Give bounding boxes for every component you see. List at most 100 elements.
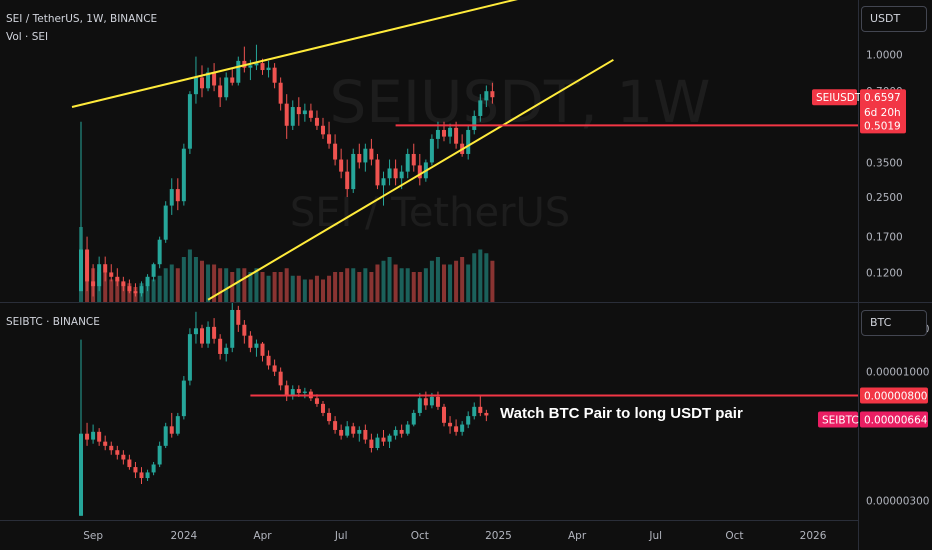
volume-bar (339, 272, 344, 302)
lower-symbol-legend[interactable]: SEIBTC · BINANCE (6, 316, 100, 328)
upper-price-tick: 0.3500 (866, 157, 903, 169)
volume-bar (230, 272, 235, 302)
watermark-name: SEI / TetherUS (290, 190, 570, 236)
candle-body (302, 110, 307, 115)
candle-body (163, 205, 168, 240)
candle-body (466, 416, 471, 425)
candle-body (254, 343, 259, 348)
volume-bar (381, 260, 386, 302)
volume-bar (387, 257, 392, 302)
drawings (71, 0, 858, 397)
candle-body (145, 472, 150, 479)
volume-bar (278, 272, 283, 302)
candle-body (327, 412, 332, 422)
volume-bar (109, 279, 114, 302)
candle-body (121, 454, 126, 460)
candle-body (435, 396, 440, 407)
volume-legend[interactable]: Vol · SEI (6, 31, 48, 43)
candle-body (109, 272, 114, 277)
symbol-legend[interactable]: SEI / TetherUS, 1W, BINANCE (6, 13, 157, 25)
candle-body (151, 464, 156, 473)
volume-bar (484, 253, 489, 302)
candle-body (272, 365, 277, 372)
candle-body (260, 63, 265, 71)
candle-body (381, 178, 386, 186)
upper-volume-bars (79, 227, 495, 302)
candle-body (121, 281, 126, 287)
candle-body (357, 153, 362, 163)
volume-bar (472, 253, 477, 302)
time-tick: Oct (725, 530, 743, 542)
candle-body (193, 77, 198, 95)
candle-body (169, 426, 174, 434)
candle-body (230, 309, 235, 348)
volume-bar (454, 260, 459, 302)
time-tick: 2025 (485, 530, 512, 542)
candle-body (97, 264, 102, 287)
lower-price-tick: 0.00001000 (866, 367, 929, 379)
candle-body (393, 168, 398, 179)
upper-currency-button[interactable]: USDT (861, 6, 927, 32)
volume-bar (187, 249, 192, 302)
volume-bar (321, 279, 325, 302)
time-axis[interactable]: Sep 2024 Apr Jul Oct 2025 Apr Jul Oct 2026 (83, 530, 827, 542)
candle-body (260, 343, 265, 356)
candle-body (490, 91, 495, 98)
candle-body (218, 338, 223, 354)
candle-body (224, 77, 229, 98)
volume-bar (121, 283, 126, 302)
lower-level-tag: 0.00000800 (864, 391, 927, 403)
lower-price-tick: 0.00000300 (866, 495, 929, 507)
candle-body (145, 276, 150, 287)
candle-body (91, 431, 96, 440)
candle-body (339, 159, 344, 172)
volume-bar (175, 268, 180, 302)
volume-bar (490, 260, 495, 302)
volume-bar (302, 279, 307, 302)
candle-body (103, 441, 108, 446)
volume-bar (151, 279, 156, 302)
volume-bar (363, 268, 368, 302)
time-tick: Oct (411, 530, 429, 542)
candle-body (200, 77, 204, 89)
candle-body (405, 153, 410, 172)
volume-bar (236, 268, 241, 302)
candle-body (85, 249, 90, 282)
volume-bar (345, 268, 350, 302)
candle-body (193, 328, 198, 335)
candle-body (175, 416, 180, 434)
candle-body (79, 249, 83, 292)
lower-channel-line (207, 58, 614, 301)
time-tick: 2026 (800, 530, 827, 542)
candle-body (212, 326, 217, 339)
candle-body (363, 429, 368, 440)
candle-body (187, 94, 192, 149)
time-tick: Sep (83, 530, 103, 542)
seibtc-symbol-tag-bg (818, 411, 858, 428)
candle-body (357, 429, 362, 434)
lower-currency-button[interactable]: BTC (861, 310, 927, 336)
candle-body (363, 148, 368, 163)
candle-body (484, 91, 489, 101)
volume-bar (357, 272, 362, 302)
volume-bar (103, 272, 108, 302)
candle-body (151, 264, 156, 277)
candle-body (423, 398, 428, 406)
candle-body (218, 85, 223, 98)
upper-level-tag-bg (860, 117, 906, 134)
candle-body (339, 429, 344, 436)
candle-body (351, 426, 356, 434)
seibtc-price-tag: 0.00000664 (864, 414, 928, 426)
upper-candles (79, 44, 495, 297)
candle-body (236, 60, 241, 83)
candle-body (411, 412, 416, 425)
candle-body (97, 431, 102, 442)
candle-body (296, 107, 301, 115)
upper-price-tick: 0.1200 (866, 267, 903, 279)
volume-bar (333, 272, 338, 302)
volume-bar (314, 275, 319, 302)
seibtc-symbol-tag: SEIBTC (822, 414, 859, 426)
candle-body (79, 433, 83, 516)
